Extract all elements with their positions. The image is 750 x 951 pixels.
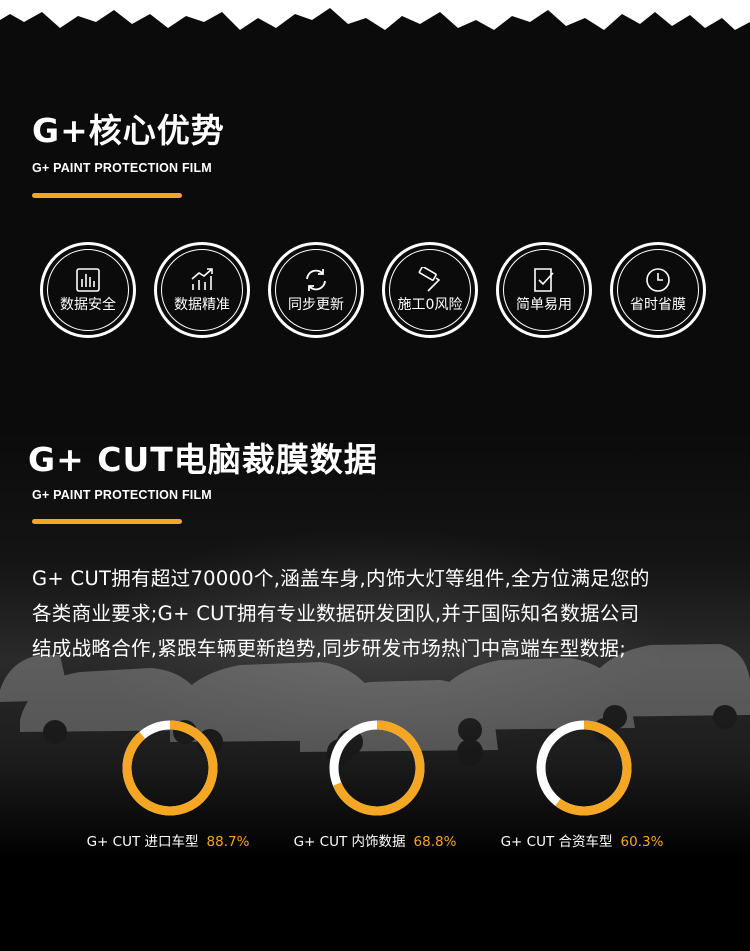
accent-divider <box>32 519 182 524</box>
section-title-cut-data: G+ CUT电脑裁膜数据 <box>28 440 378 479</box>
clock-icon <box>646 268 670 292</box>
accent-divider <box>32 193 182 198</box>
progress-ring <box>536 720 632 816</box>
rising-chart-icon <box>191 268 213 290</box>
feature-data-accuracy: 数据精准 <box>154 242 250 338</box>
torn-paper-edge <box>0 0 750 30</box>
stat-joint-venture-models: G+ CUT 合资车型 60.3% <box>482 716 682 856</box>
stat-value: 60.3% <box>620 834 664 850</box>
feature-data-security: 数据安全 <box>40 242 136 338</box>
stat-imported-models: G+ CUT 进口车型 88.7% <box>68 716 268 856</box>
description-text: G+ CUT拥有超过70000个,涵盖车身,内饰大灯等组件,全方位满足您的 各类… <box>32 561 722 666</box>
feature-label: 简单易用 <box>516 297 572 313</box>
description-line: 结成战略合作,紧跟车辆更新趋势,同步研发市场热门中高端车型数据; <box>32 637 627 660</box>
feature-zero-risk: 施工0风险 <box>382 242 478 338</box>
feature-list: 数据安全 数据精准 同步更新 施工0风险 <box>40 242 720 342</box>
progress-ring <box>122 720 218 816</box>
section-subtitle: G+ PAINT PROTECTION FILM <box>32 161 212 175</box>
section-title-advantages: G+核心优势 <box>32 111 225 150</box>
progress-ring <box>329 720 425 816</box>
description-line: G+ CUT拥有超过70000个,涵盖车身,内饰大灯等组件,全方位满足您的 <box>32 567 650 590</box>
stat-value: 88.7% <box>206 834 250 850</box>
stat-interior-data: G+ CUT 内饰数据 68.8% <box>275 716 475 856</box>
feature-easy-use: 简单易用 <box>496 242 592 338</box>
sync-icon <box>306 269 326 291</box>
feature-sync-update: 同步更新 <box>268 242 364 338</box>
bar-chart-icon <box>76 268 100 292</box>
feature-label: 省时省膜 <box>630 297 686 313</box>
feature-save-time: 省时省膜 <box>610 242 706 338</box>
feature-label: 施工0风险 <box>397 297 463 313</box>
cars-background-image <box>0 644 750 765</box>
paint-roller-icon <box>418 267 441 292</box>
stat-label: G+ CUT 进口车型 <box>86 834 199 850</box>
feature-label: 数据精准 <box>174 297 230 313</box>
section-subtitle: G+ PAINT PROTECTION FILM <box>32 488 212 502</box>
stat-value: 68.8% <box>413 834 457 850</box>
stat-label: G+ CUT 合资车型 <box>500 834 613 850</box>
stat-label: G+ CUT 内饰数据 <box>293 834 406 850</box>
feature-label: 同步更新 <box>288 297 344 313</box>
feature-label: 数据安全 <box>60 297 116 313</box>
description-line: 各类商业要求;G+ CUT拥有专业数据研发团队,并于国际知名数据公司 <box>32 602 640 625</box>
checklist-icon <box>534 268 554 292</box>
